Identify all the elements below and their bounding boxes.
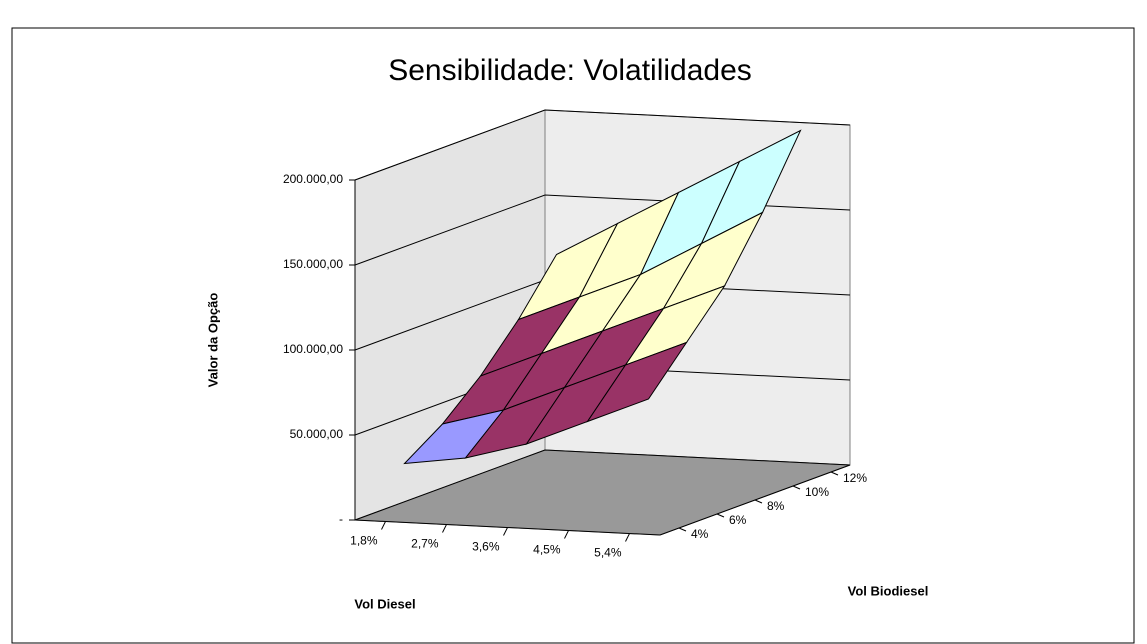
x-axis-title: Vol Diesel xyxy=(354,596,415,611)
y-tick-label: 50.000,00 xyxy=(290,427,344,441)
z-axis-title: Vol Biodiesel xyxy=(848,583,929,598)
z-tick-label: 10% xyxy=(805,485,829,499)
x-tick xyxy=(503,527,508,536)
z-tick xyxy=(792,485,801,490)
x-tick-label: 3,6% xyxy=(472,540,500,554)
x-tick-label: 2,7% xyxy=(411,537,439,551)
grid-line xyxy=(354,109,851,181)
x-tick-label: 4,5% xyxy=(533,543,561,557)
y-tick-label: 100.000,00 xyxy=(283,342,343,356)
x-tick xyxy=(442,524,447,533)
z-tick xyxy=(678,527,687,532)
x-tick xyxy=(381,521,386,530)
y-tick-label: - xyxy=(339,512,343,526)
z-tick-label: 4% xyxy=(691,527,709,541)
x-tick-label: 5,4% xyxy=(594,546,622,560)
x-tick xyxy=(625,533,630,542)
grid-line xyxy=(354,449,851,521)
z-tick-label: 8% xyxy=(767,499,785,513)
z-tick-label: 6% xyxy=(729,513,747,527)
z-tick xyxy=(754,499,763,504)
z-tick xyxy=(716,513,725,518)
chart-title: Sensibilidade: Volatilidades xyxy=(388,54,752,87)
z-tick-label: 12% xyxy=(843,471,867,485)
x-tick-label: 1,8% xyxy=(350,534,378,548)
surface-cell xyxy=(586,341,688,423)
y-tick-label: 200.000,00 xyxy=(283,172,343,186)
z-tick xyxy=(830,471,839,476)
y-tick-label: 150.000,00 xyxy=(283,257,343,271)
y-axis-title: Valor da Opção xyxy=(205,293,220,388)
x-tick xyxy=(564,530,569,539)
